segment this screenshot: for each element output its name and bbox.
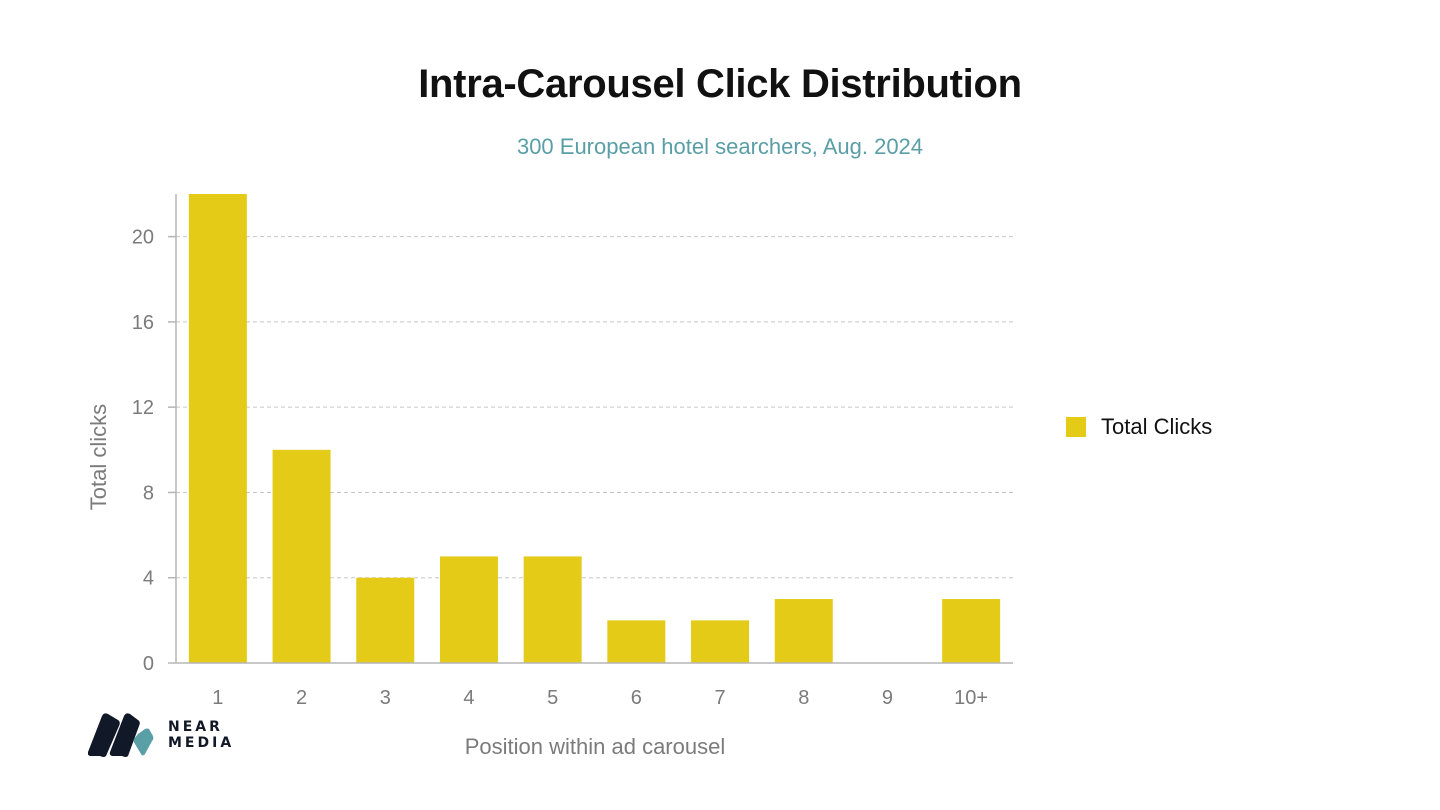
bar xyxy=(188,194,247,663)
y-tick-label: 0 xyxy=(143,653,154,675)
y-tick-label: 16 xyxy=(132,312,154,334)
legend: Total Clicks xyxy=(1066,414,1212,440)
x-tick-label: 3 xyxy=(380,687,391,709)
bar xyxy=(272,449,331,663)
y-tick-label: 8 xyxy=(143,482,154,504)
bars xyxy=(188,194,1001,663)
x-tick-label: 9 xyxy=(882,687,893,709)
bar xyxy=(607,620,666,663)
x-tick-label: 7 xyxy=(714,687,725,709)
logo-mark-icon xyxy=(88,713,154,757)
legend-swatch xyxy=(1066,417,1086,437)
bar xyxy=(774,599,833,663)
x-tick-label: 6 xyxy=(631,687,642,709)
x-tick-label: 1 xyxy=(212,687,223,709)
axes xyxy=(168,194,1013,664)
bar xyxy=(691,620,750,663)
y-tick-label: 12 xyxy=(132,397,154,419)
chart-title: Intra-Carousel Click Distribution xyxy=(418,62,1022,106)
near-media-logo: NEAR MEDIA xyxy=(88,712,234,758)
x-tick-label: 2 xyxy=(296,687,307,709)
legend-label: Total Clicks xyxy=(1101,414,1213,439)
y-tick-label: 20 xyxy=(132,227,154,249)
x-tick-label: 10+ xyxy=(954,687,988,709)
x-tick-label: 8 xyxy=(798,687,809,709)
logo-text-line1: NEAR xyxy=(168,719,223,735)
bar xyxy=(523,556,582,663)
logo-text-line2: MEDIA xyxy=(168,735,235,751)
x-axis-label: Position within ad carousel xyxy=(465,734,725,759)
y-axis-label: Total clicks xyxy=(86,404,111,510)
y-tick-label: 4 xyxy=(143,568,154,590)
bar xyxy=(439,556,498,663)
bar xyxy=(356,577,415,663)
chart-subtitle: 300 European hotel searchers, Aug. 2024 xyxy=(516,134,924,159)
x-tick-label: 4 xyxy=(463,687,474,709)
bar xyxy=(942,599,1001,663)
x-tick-label: 5 xyxy=(547,687,558,709)
